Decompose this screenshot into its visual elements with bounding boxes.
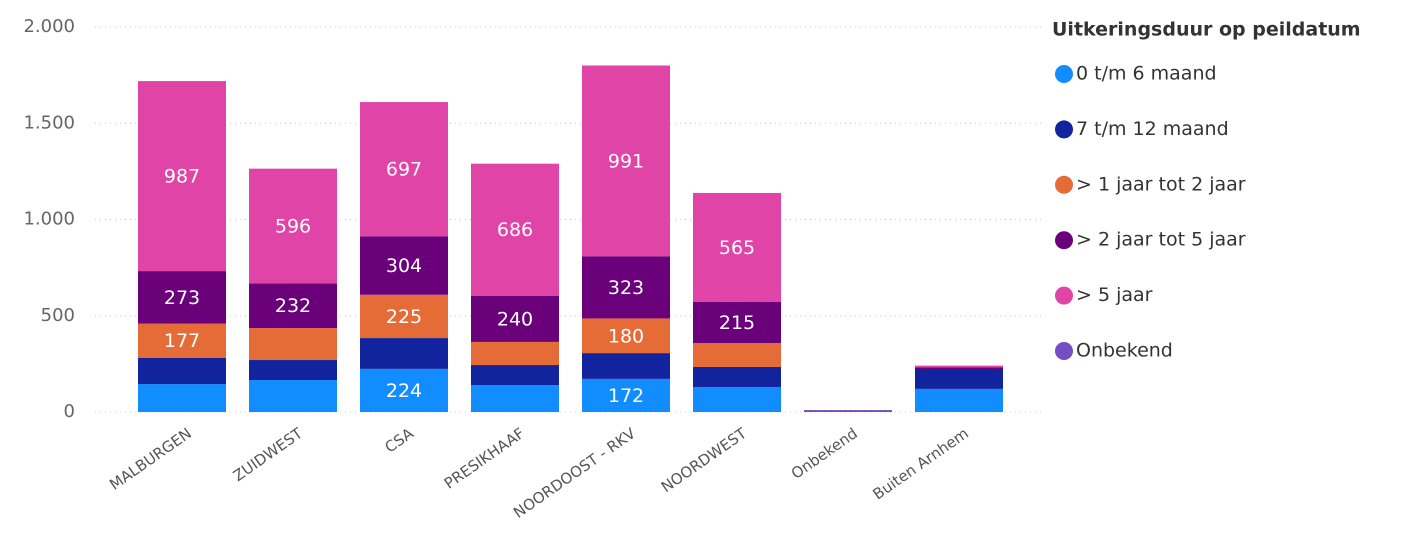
bar-segment bbox=[693, 192, 781, 302]
legend-label: > 1 jaar tot 2 jaar bbox=[1076, 173, 1246, 195]
bar-segment bbox=[471, 365, 559, 386]
data-label: 304 bbox=[386, 255, 422, 277]
data-label: 987 bbox=[164, 166, 200, 188]
bar-segment bbox=[471, 341, 559, 366]
y-tick-label: 1.000 bbox=[23, 209, 75, 230]
x-tick-label: MALBURGEN bbox=[106, 424, 195, 494]
legend-title: Uitkeringsduur op peildatum bbox=[1052, 19, 1361, 41]
x-tick-label: CSA bbox=[382, 424, 418, 457]
data-label: 697 bbox=[386, 159, 422, 181]
y-tick-label: 2.000 bbox=[23, 16, 75, 37]
bar-segment bbox=[249, 328, 337, 361]
bar-segment bbox=[804, 410, 892, 412]
bar-segment bbox=[360, 368, 448, 412]
data-label: 180 bbox=[608, 325, 644, 347]
bar-segment bbox=[360, 294, 448, 339]
y-tick-label: 0 bbox=[64, 401, 75, 422]
bar-segment bbox=[138, 323, 226, 358]
bar-segment bbox=[582, 353, 670, 379]
legend-label: Onbekend bbox=[1076, 340, 1173, 362]
x-tick-label: NOORDWEST bbox=[658, 424, 751, 496]
y-tick-label: 1.500 bbox=[23, 112, 75, 133]
y-tick-label: 500 bbox=[41, 305, 75, 326]
bar-segment bbox=[915, 368, 1003, 389]
bar-segment bbox=[471, 385, 559, 412]
bar-segment bbox=[582, 378, 670, 412]
data-label: 323 bbox=[608, 277, 644, 299]
bar-segment bbox=[471, 295, 559, 342]
legend-label: 7 t/m 12 maand bbox=[1076, 118, 1229, 140]
data-label: 991 bbox=[608, 150, 644, 172]
bar-segment bbox=[360, 236, 448, 295]
bar-segment bbox=[360, 102, 448, 237]
bar-segment bbox=[360, 338, 448, 369]
legend-marker bbox=[1055, 120, 1073, 139]
bar-segment bbox=[915, 365, 1003, 368]
x-tick-label: ZUIDWEST bbox=[230, 424, 307, 485]
bar-segment bbox=[138, 271, 226, 324]
legend-marker bbox=[1055, 175, 1073, 194]
bar-segment bbox=[915, 388, 1003, 412]
data-label: 565 bbox=[719, 237, 755, 259]
legend-marker bbox=[1055, 65, 1073, 83]
data-label: 686 bbox=[497, 219, 533, 241]
legend-marker bbox=[1055, 342, 1073, 360]
data-label: 273 bbox=[164, 287, 200, 309]
x-tick-label: Buiten Arnhem bbox=[869, 424, 971, 503]
data-label: 177 bbox=[164, 330, 200, 352]
bar-segment bbox=[249, 360, 337, 381]
data-label: 172 bbox=[608, 385, 644, 407]
legend-label: > 5 jaar bbox=[1076, 284, 1153, 306]
data-label: 232 bbox=[275, 295, 311, 317]
x-tick-label: NOORDOOST - RKV bbox=[510, 424, 639, 522]
data-label: 215 bbox=[719, 312, 755, 334]
bar-segment bbox=[138, 384, 226, 412]
bar-segment bbox=[582, 318, 670, 354]
bar-segment bbox=[693, 343, 781, 367]
x-tick-label: PRESIKHAAF bbox=[441, 424, 528, 492]
bar-segment bbox=[249, 168, 337, 284]
data-label: 240 bbox=[497, 308, 533, 330]
bar-segment bbox=[471, 163, 559, 296]
bar-segment bbox=[915, 367, 1003, 370]
bar-segment bbox=[138, 357, 226, 385]
bar-segment bbox=[138, 81, 226, 272]
data-label: 225 bbox=[386, 306, 422, 328]
data-label: 224 bbox=[386, 380, 422, 402]
bar-segment bbox=[693, 386, 781, 412]
bar-segment bbox=[249, 283, 337, 329]
bar-segment bbox=[249, 380, 337, 412]
legend-label: 0 t/m 6 maand bbox=[1076, 63, 1217, 85]
bar-segment bbox=[693, 366, 781, 387]
legend-marker bbox=[1055, 231, 1073, 250]
data-label: 596 bbox=[275, 216, 311, 238]
bar-segment bbox=[582, 256, 670, 319]
bar-segment bbox=[582, 65, 670, 257]
x-tick-label: Onbekend bbox=[788, 424, 861, 483]
legend-marker bbox=[1055, 286, 1073, 305]
legend-label: > 2 jaar tot 5 jaar bbox=[1076, 229, 1246, 251]
bar-segment bbox=[693, 301, 781, 344]
